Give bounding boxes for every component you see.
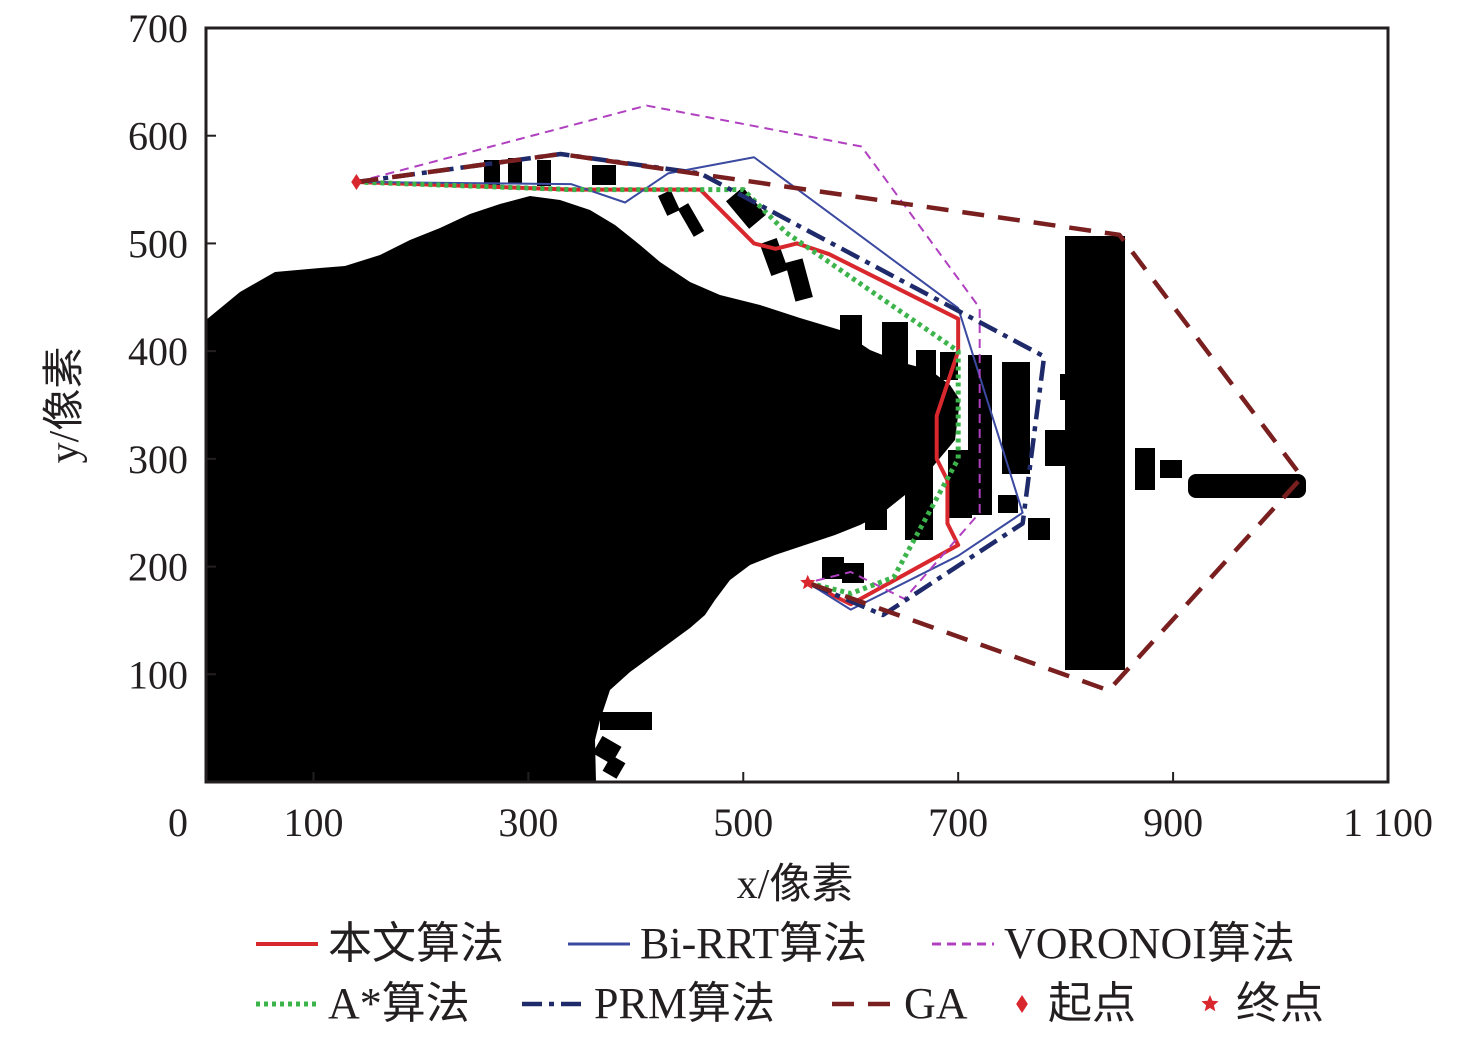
series-line-5 xyxy=(356,151,1305,693)
series-line-1 xyxy=(356,156,1024,611)
legend-label: 本文算法 xyxy=(328,919,504,968)
legend: 本文算法 Bi-RRT算法 VORONOI算法 A*算法 PRM算法 GA 起点 终点 xyxy=(256,919,1324,1028)
x-tick-label: 1 100 xyxy=(1343,800,1433,845)
legend-item: 本文算法 xyxy=(256,919,504,968)
plot-frame xyxy=(204,26,1390,784)
legend-label: VORONOI算法 xyxy=(1004,919,1295,968)
legend-item: Bi-RRT算法 xyxy=(568,919,867,968)
legend-label: A*算法 xyxy=(328,979,470,1028)
legend-label: 起点 xyxy=(1048,979,1136,1028)
legend-item: 起点 xyxy=(1016,979,1136,1028)
legend-item: PRM算法 xyxy=(522,979,775,1028)
x-axis-label: x/像素 xyxy=(737,862,854,908)
legend-item: 终点 xyxy=(1201,979,1324,1028)
legend-label: PRM算法 xyxy=(594,979,775,1028)
y-tick-label: 700 xyxy=(128,6,188,51)
legend-swatch xyxy=(1201,995,1219,1012)
y-tick-label: 200 xyxy=(128,545,188,590)
y-tick-label: 400 xyxy=(128,329,188,374)
x-tick-label: 500 xyxy=(713,800,773,845)
y-tick-label: 100 xyxy=(128,652,188,697)
marker-layer xyxy=(351,174,816,590)
legend-item: VORONOI算法 xyxy=(932,919,1295,968)
y-tick-label: 600 xyxy=(128,114,188,159)
x-tick-label: 0 xyxy=(168,800,188,845)
y-tick-label: 500 xyxy=(128,221,188,266)
tick-layer: 0 100 300 500 700 900 1 100 100 200 300 400 500 600 7… xyxy=(128,6,1433,845)
legend-item: A*算法 xyxy=(256,979,470,1028)
obstacle-map xyxy=(206,158,1306,782)
x-tick-label: 900 xyxy=(1143,800,1203,845)
legend-label: 终点 xyxy=(1236,979,1324,1028)
marker-diamond xyxy=(351,174,362,191)
legend-label: GA xyxy=(904,979,968,1028)
legend-label: Bi-RRT算法 xyxy=(640,919,867,968)
x-tick-label: 100 xyxy=(283,800,343,845)
y-tick-label: 300 xyxy=(128,437,188,482)
legend-item: GA xyxy=(832,979,968,1028)
x-tick-label: 700 xyxy=(928,800,988,845)
legend-swatch xyxy=(1016,995,1028,1013)
y-axis-label: y/像素 xyxy=(42,347,88,464)
x-tick-label: 300 xyxy=(498,800,558,845)
series-layer xyxy=(356,104,1305,693)
series-line-0 xyxy=(356,180,961,607)
series-line-4 xyxy=(356,151,1047,618)
series-line-2 xyxy=(356,104,981,600)
series-line-3 xyxy=(356,179,961,596)
marker-star xyxy=(800,574,816,590)
